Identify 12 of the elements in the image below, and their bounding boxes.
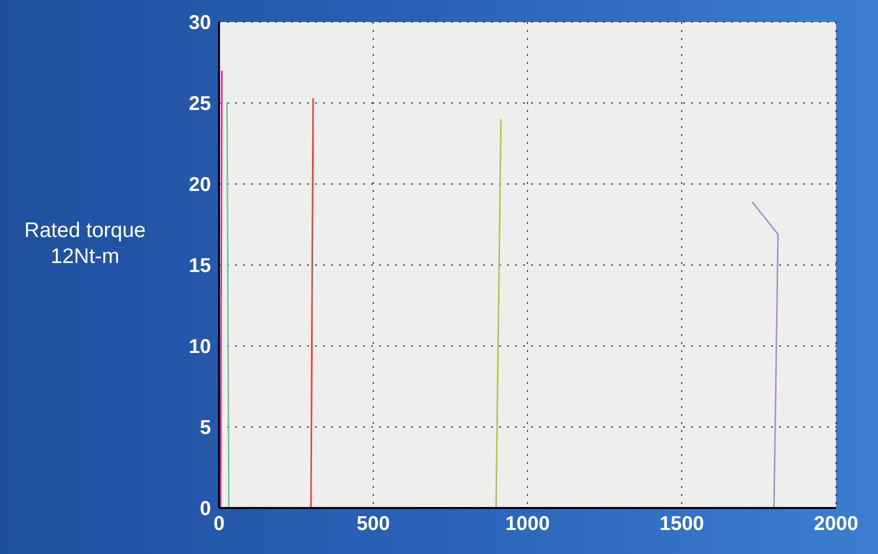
y-tick-label: 10 bbox=[188, 336, 211, 358]
y-tick-label: 20 bbox=[188, 174, 211, 196]
y-tick-label: 5 bbox=[200, 417, 211, 440]
y-tick-label: 30 bbox=[188, 12, 211, 34]
x-tick-label: 500 bbox=[356, 513, 390, 536]
y-axis-title: Rated torque 12Nt-m bbox=[23, 218, 147, 270]
x-tick-label: 1500 bbox=[660, 513, 704, 536]
y-tick-label: 25 bbox=[188, 93, 211, 116]
y-tick-label: 15 bbox=[188, 255, 211, 278]
x-tick-label: 1000 bbox=[505, 513, 550, 536]
y-tick-label: 0 bbox=[200, 498, 211, 520]
x-tick-label: 2000 bbox=[814, 513, 858, 536]
